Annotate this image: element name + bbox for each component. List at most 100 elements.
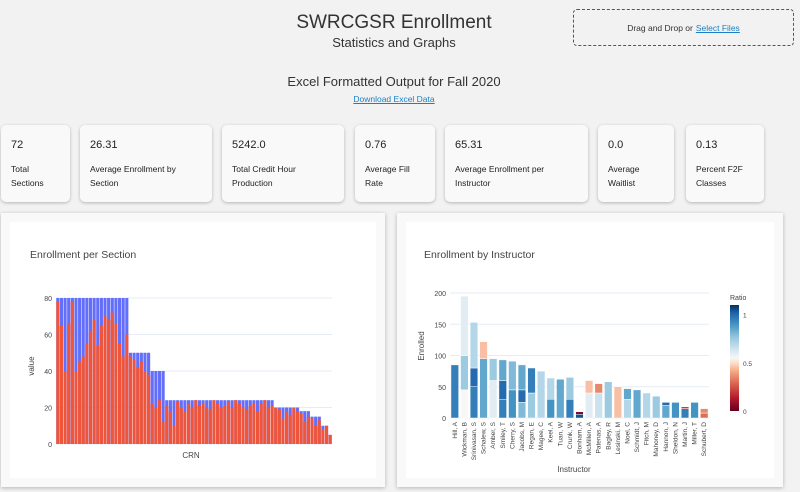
bar-segment[interactable] [700,408,709,414]
bar-segment[interactable] [661,405,670,419]
bar-enrolled[interactable] [190,407,194,445]
bar-enrolled[interactable] [328,434,332,444]
bar-segment[interactable] [469,386,479,419]
bar-segment[interactable] [680,408,690,419]
bar-enrolled[interactable] [179,407,183,445]
bar-segment[interactable] [546,377,555,400]
bar-enrolled[interactable] [288,414,292,444]
bar-enrolled[interactable] [121,356,125,444]
bar-segment[interactable] [479,341,488,359]
bar-enrolled[interactable] [63,371,67,444]
bar-enrolled[interactable] [92,319,96,444]
bar-enrolled[interactable] [168,411,172,444]
bar-enrolled[interactable] [125,334,129,445]
bar-segment[interactable] [690,402,699,419]
bar-enrolled[interactable] [117,343,122,444]
bar-enrolled[interactable] [197,405,202,444]
download-excel-link[interactable]: Download Excel Data [353,94,435,104]
bar-enrolled[interactable] [252,403,256,444]
bar-enrolled[interactable] [143,371,147,444]
bar-enrolled[interactable] [186,403,191,444]
bar-segment[interactable] [517,364,527,391]
bar-enrolled[interactable] [216,403,220,444]
bar-segment[interactable] [604,381,613,419]
bar-enrolled[interactable] [263,400,267,444]
enrollment-per-section-chart[interactable]: Enrollment per Section 0 20 40 60 80 CRN val… [10,222,376,478]
bar-enrolled[interactable] [303,422,307,444]
bar-segment[interactable] [479,358,488,419]
bar-segment[interactable] [450,364,459,419]
bar-segment[interactable] [661,402,670,406]
bar-segment[interactable] [517,402,527,419]
bar-segment[interactable] [546,399,555,419]
bar-enrolled[interactable] [147,374,151,444]
bar-enrolled[interactable] [255,411,260,444]
bar-segment[interactable] [508,389,517,419]
bar-enrolled[interactable] [110,312,114,444]
bar-enrolled[interactable] [165,405,169,444]
bar-enrolled[interactable] [183,411,187,444]
enrollment-by-instructor-chart[interactable]: Enrollment by Instructor 0 50 100 150 200 Hi… [406,222,774,478]
bar-enrolled[interactable] [81,356,85,444]
bar-enrolled[interactable] [161,422,165,444]
bar-segment[interactable] [585,392,594,419]
bar-enrolled[interactable] [324,425,329,444]
bar-enrolled[interactable] [56,301,60,444]
bar-segment[interactable] [700,412,709,419]
bar-segment[interactable] [632,389,642,419]
bar-enrolled[interactable] [96,345,100,444]
bar-enrolled[interactable] [212,400,216,444]
bar-segment[interactable] [594,392,603,419]
bar-enrolled[interactable] [154,407,158,445]
bar-enrolled[interactable] [99,325,103,444]
bar-enrolled[interactable] [281,418,285,444]
bar-enrolled[interactable] [274,407,278,445]
bar-enrolled[interactable] [226,402,231,444]
bar-enrolled[interactable] [321,429,325,444]
bar-segment[interactable] [498,380,507,400]
bar-segment[interactable] [680,406,690,409]
bar-segment[interactable] [537,370,546,419]
bar-enrolled[interactable] [292,407,296,445]
bar-enrolled[interactable] [194,400,198,444]
bar-enrolled[interactable] [314,425,318,444]
bar-enrolled[interactable] [157,400,162,444]
bar-enrolled[interactable] [59,325,64,444]
bar-segment[interactable] [594,383,603,394]
bar-enrolled[interactable] [245,409,249,444]
bar-segment[interactable] [517,389,527,403]
bar-enrolled[interactable] [70,301,74,444]
bar-enrolled[interactable] [237,403,241,444]
select-files-link[interactable]: Select Files [695,22,740,33]
bar-segment[interactable] [498,399,507,419]
bar-enrolled[interactable] [67,323,71,444]
bar-enrolled[interactable] [234,400,238,444]
bar-segment[interactable] [489,380,498,419]
bar-enrolled[interactable] [317,420,321,444]
bar-enrolled[interactable] [205,407,209,445]
bar-segment[interactable] [565,399,574,419]
bar-enrolled[interactable] [259,403,263,444]
bar-segment[interactable] [460,389,469,419]
bar-enrolled[interactable] [208,409,212,444]
bar-enrolled[interactable] [219,407,223,445]
bar-segment[interactable] [527,392,536,419]
bar-segment[interactable] [652,395,661,419]
bar-enrolled[interactable] [299,412,303,444]
file-dropzone[interactable]: Drag and Drop or Select Files [573,9,794,46]
bar-enrolled[interactable] [78,361,82,444]
bar-enrolled[interactable] [310,418,314,444]
bar-segment[interactable] [460,355,469,391]
bar-max[interactable] [161,371,165,444]
bar-enrolled[interactable] [277,409,281,444]
bar-enrolled[interactable] [295,411,300,444]
bar-segment[interactable] [623,399,632,419]
bar-enrolled[interactable] [139,361,143,444]
bar-segment[interactable] [585,380,594,394]
bar-segment[interactable] [613,386,622,419]
bar-enrolled[interactable] [172,425,176,444]
bar-enrolled[interactable] [88,330,93,444]
bar-max[interactable] [172,400,176,444]
bar-segment[interactable] [623,388,632,400]
bar-enrolled[interactable] [114,323,118,444]
